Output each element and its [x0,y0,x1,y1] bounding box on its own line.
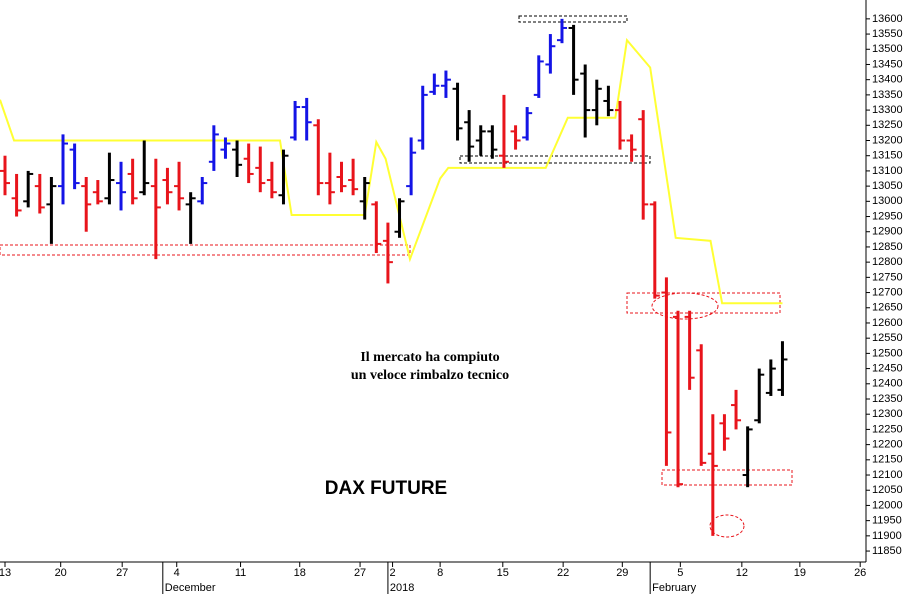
y-tick-label: 13050 [872,180,903,192]
x-tick-label: 20 [55,567,67,579]
y-tick-label: 13600 [872,13,903,25]
y-tick-label: 13500 [872,43,903,55]
x-tick-label: 18 [294,567,306,579]
period-label: December [165,582,216,594]
x-tick-label: 15 [497,567,509,579]
chart-label: DAX FUTURE [325,478,447,499]
y-tick-label: 12300 [872,408,903,420]
y-tick-label: 13450 [872,58,903,70]
y-tick-label: 13350 [872,89,903,101]
y-tick-label: 12800 [872,256,903,268]
y-tick-label: 13100 [872,165,903,177]
y-tick-label: 13150 [872,150,903,162]
ellipse [651,292,719,320]
x-tick-label: 4 [174,567,180,579]
y-tick-label: 12700 [872,286,903,298]
y-tick-label: 12150 [872,454,903,466]
y-tick-label: 12250 [872,423,903,435]
y-tick-label: 12350 [872,393,903,405]
y-tick-label: 12000 [872,499,903,511]
y-tick-label: 13000 [872,195,903,207]
y-tick-label: 12200 [872,439,903,451]
indicator-line [0,37,783,305]
box [661,469,793,486]
y-tick-label: 12850 [872,241,903,253]
x-tick-label: 22 [557,567,569,579]
x-tick-label: 13 [0,567,11,579]
y-tick-label: 12100 [872,469,903,481]
annotation: Il mercato ha compiuto [360,350,499,365]
x-tick-label: 5 [677,567,683,579]
y-tick-label: 13300 [872,104,903,116]
y-tick-label: 12450 [872,362,903,374]
y-tick-label: 13400 [872,74,903,86]
annotation: un veloce rimbalzo tecnico [351,368,509,383]
box [0,244,411,256]
y-tick-label: 12650 [872,302,903,314]
y-tick-label: 13550 [872,28,903,40]
period-label: 2018 [390,582,414,594]
y-tick-label: 13200 [872,134,903,146]
x-tick-label: 27 [116,567,128,579]
x-tick-label: 12 [736,567,748,579]
y-tick-label: 11950 [872,515,902,527]
ellipse [709,514,745,538]
decorations [0,15,793,538]
y-tick-label: 12500 [872,347,903,359]
y-tick-label: 12600 [872,317,903,329]
period-label: February [652,582,697,594]
x-tick-label: 11 [235,567,246,579]
y-tick-label: 12550 [872,332,903,344]
x-tick-label: 26 [854,567,866,579]
x-tick-label: 19 [794,567,806,579]
y-tick-label: 13250 [872,119,903,131]
y-tick-label: 12400 [872,378,903,390]
x-tick-label: 8 [437,567,443,579]
y-tick-label: 12950 [872,210,903,222]
box [518,15,628,23]
x-tick-label: 2 [389,567,395,579]
y-tick-label: 12750 [872,271,903,283]
y-tick-label: 12050 [872,484,903,496]
y-tick-label: 11850 [872,545,902,557]
y-tick-label: 11900 [872,530,902,542]
x-tick-label: 29 [616,567,628,579]
y-tick-label: 12900 [872,226,903,238]
x-tick-label: 27 [354,567,366,579]
box [459,155,651,164]
